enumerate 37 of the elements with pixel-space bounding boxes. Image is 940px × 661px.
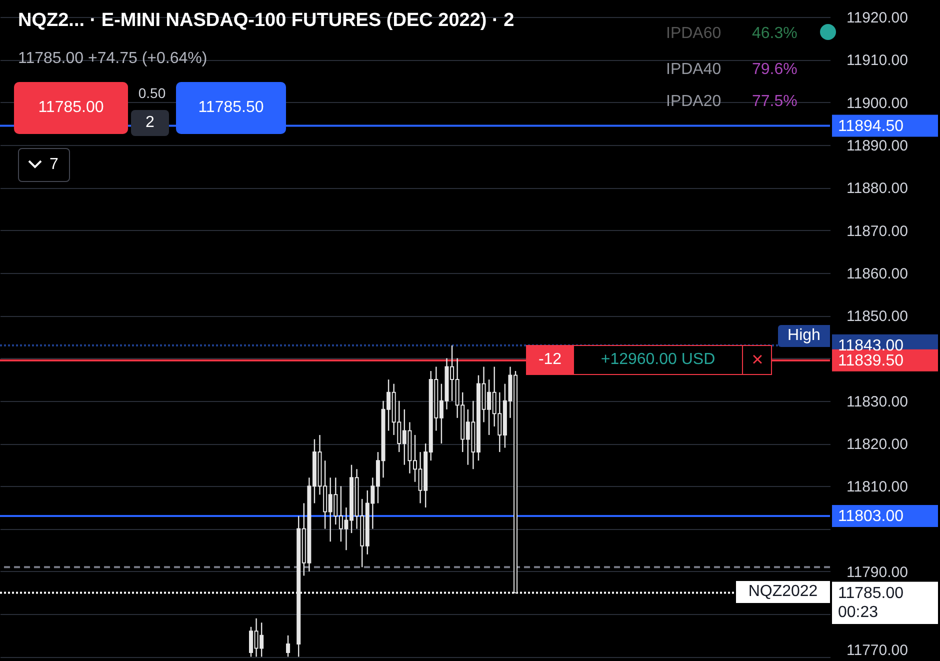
- annotation: 11785.50: [176, 82, 286, 134]
- y-tick-label: 11910.00: [846, 52, 908, 70]
- y-tick-label: 11860.00: [846, 265, 908, 282]
- y-tick-label: 11770.00: [846, 642, 908, 660]
- annotation: IPDA40: [666, 60, 722, 80]
- y-tick-label: 11890.00: [846, 137, 908, 154]
- y-tick-label: 11820.00: [846, 436, 908, 454]
- y-tick-label: 11790.00: [846, 564, 908, 581]
- annotation: 77.5%: [752, 92, 798, 112]
- annotation: 7: [18, 148, 70, 182]
- annotation: IPDA60: [666, 24, 722, 44]
- annotation: NQZ2022: [736, 581, 830, 603]
- y-tick-label: 11850.00: [846, 308, 908, 326]
- annotation: -12: [526, 345, 574, 375]
- y-tick-label: 11900.00: [846, 94, 908, 112]
- text: NQZ2... · E-MINI NASDAQ-100 FUTURES (DEC 2022) · 2: [18, 10, 514, 32]
- annotation: High: [778, 325, 830, 347]
- y-tick-label: 11880.00: [846, 180, 908, 198]
- annotation: 11785.00: [14, 82, 128, 134]
- annotation: +12960.00 USD: [600, 350, 716, 370]
- annotation: 2: [131, 110, 169, 136]
- y-tick-label: 11830.00: [846, 393, 908, 410]
- annotation: 0.50: [137, 84, 167, 103]
- annotation: 79.6%: [752, 60, 798, 80]
- y-tick-label: 11810.00: [846, 478, 908, 496]
- y-tick-label: 11920.00: [846, 10, 908, 27]
- annotation: ×: [742, 345, 772, 375]
- annotation: IPDA20: [666, 92, 722, 112]
- ref-line-label: 11785.00: [838, 584, 904, 602]
- ref-line-label: 11894.50: [838, 118, 904, 135]
- text: 11785.00 +74.75 (+0.64%): [18, 50, 208, 68]
- annotation: 46.3%: [752, 24, 798, 44]
- y-tick-label: 11870.00: [846, 222, 908, 240]
- candlestick: [286, 634, 290, 658]
- ref-line-label: 11839.50: [838, 352, 904, 370]
- text: 00:23: [832, 602, 938, 624]
- ref-line-label: 11803.00: [838, 508, 904, 526]
